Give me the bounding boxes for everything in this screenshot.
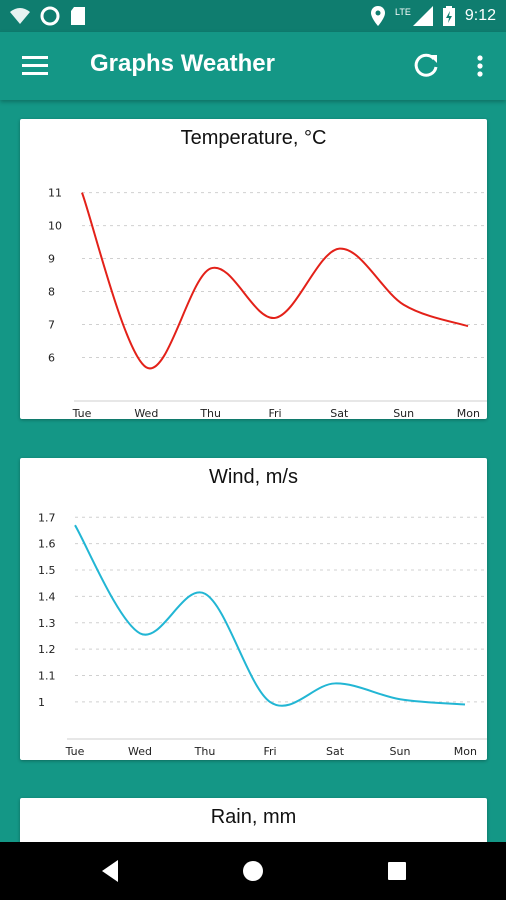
status-time: 9:12 xyxy=(464,7,496,24)
location-icon xyxy=(371,6,386,26)
app-bar: Graphs Weather xyxy=(0,32,506,100)
temperature-chart: 11 10 9 8 7 6 Tue Wed Thu Fri Sat Sun Mon xyxy=(48,187,487,419)
home-icon[interactable] xyxy=(238,856,268,886)
more-options-icon[interactable] xyxy=(468,50,492,82)
x-tick-label: Thu xyxy=(194,745,216,758)
recents-icon[interactable] xyxy=(382,856,412,886)
back-icon[interactable] xyxy=(96,856,126,886)
chart-title: Wind, m/s xyxy=(209,466,298,488)
wind-chart: 1.7 1.6 1.5 1.4 1.3 1.2 1.1 1 Tue Wed Thu Fri Sat Sun… xyxy=(38,511,487,758)
wind-chart-card: Wind, m/s 1.7 1.6 1.5 1.4 1.3 1.2 1.1 1 Tue Wed Th… xyxy=(20,458,487,760)
x-tick-label: Wed xyxy=(134,407,158,419)
y-tick-label: 1.6 xyxy=(38,538,56,551)
x-tick-label: Sat xyxy=(326,745,345,758)
series-line xyxy=(74,524,466,707)
circle-app-icon xyxy=(40,6,60,26)
y-tick-label: 1.1 xyxy=(38,670,56,683)
temperature-chart-card: Temperature, °C 11 10 9 8 7 6 Tue Wed Thu Fri Sat S… xyxy=(20,119,487,419)
x-tick-label: Tue xyxy=(65,745,85,758)
x-tick-label: Wed xyxy=(128,745,152,758)
x-tick-label: Sun xyxy=(393,407,414,419)
refresh-icon[interactable] xyxy=(410,50,442,82)
app-title: Graphs Weather xyxy=(90,50,275,77)
x-tick-label: Fri xyxy=(263,745,276,758)
y-tick-label: 1.3 xyxy=(38,617,56,630)
y-tick-label: 8 xyxy=(48,286,55,299)
y-tick-label: 10 xyxy=(48,220,62,233)
x-tick-label: Sun xyxy=(390,745,411,758)
y-tick-label: 6 xyxy=(48,352,55,365)
status-bar: LTE 9:12 xyxy=(0,0,506,32)
battery-icon xyxy=(442,6,455,26)
x-tick-label: Mon xyxy=(457,407,480,419)
x-tick-label: Mon xyxy=(454,745,477,758)
sd-card-icon xyxy=(71,7,85,25)
chart-title: Temperature, °C xyxy=(180,127,327,149)
y-tick-label: 1.7 xyxy=(38,511,56,524)
y-tick-label: 9 xyxy=(48,253,55,266)
x-tick-label: Thu xyxy=(199,407,221,419)
x-tick-label: Tue xyxy=(72,407,92,419)
y-tick-label: 1.2 xyxy=(38,643,56,656)
x-tick-label: Sat xyxy=(330,407,349,419)
y-tick-label: 1 xyxy=(38,696,45,709)
wifi-icon xyxy=(10,8,30,24)
y-tick-label: 1.4 xyxy=(38,590,56,603)
menu-icon[interactable] xyxy=(20,52,50,80)
cell-signal-icon xyxy=(412,6,433,26)
x-tick-label: Fri xyxy=(268,407,281,419)
y-tick-label: 11 xyxy=(48,187,62,200)
series-line xyxy=(81,192,469,370)
network-type-label: LTE xyxy=(395,7,411,17)
navigation-bar xyxy=(0,842,506,900)
chart-title: Rain, mm xyxy=(210,806,297,828)
y-tick-label: 1.5 xyxy=(38,564,56,577)
y-tick-label: 7 xyxy=(48,319,55,332)
